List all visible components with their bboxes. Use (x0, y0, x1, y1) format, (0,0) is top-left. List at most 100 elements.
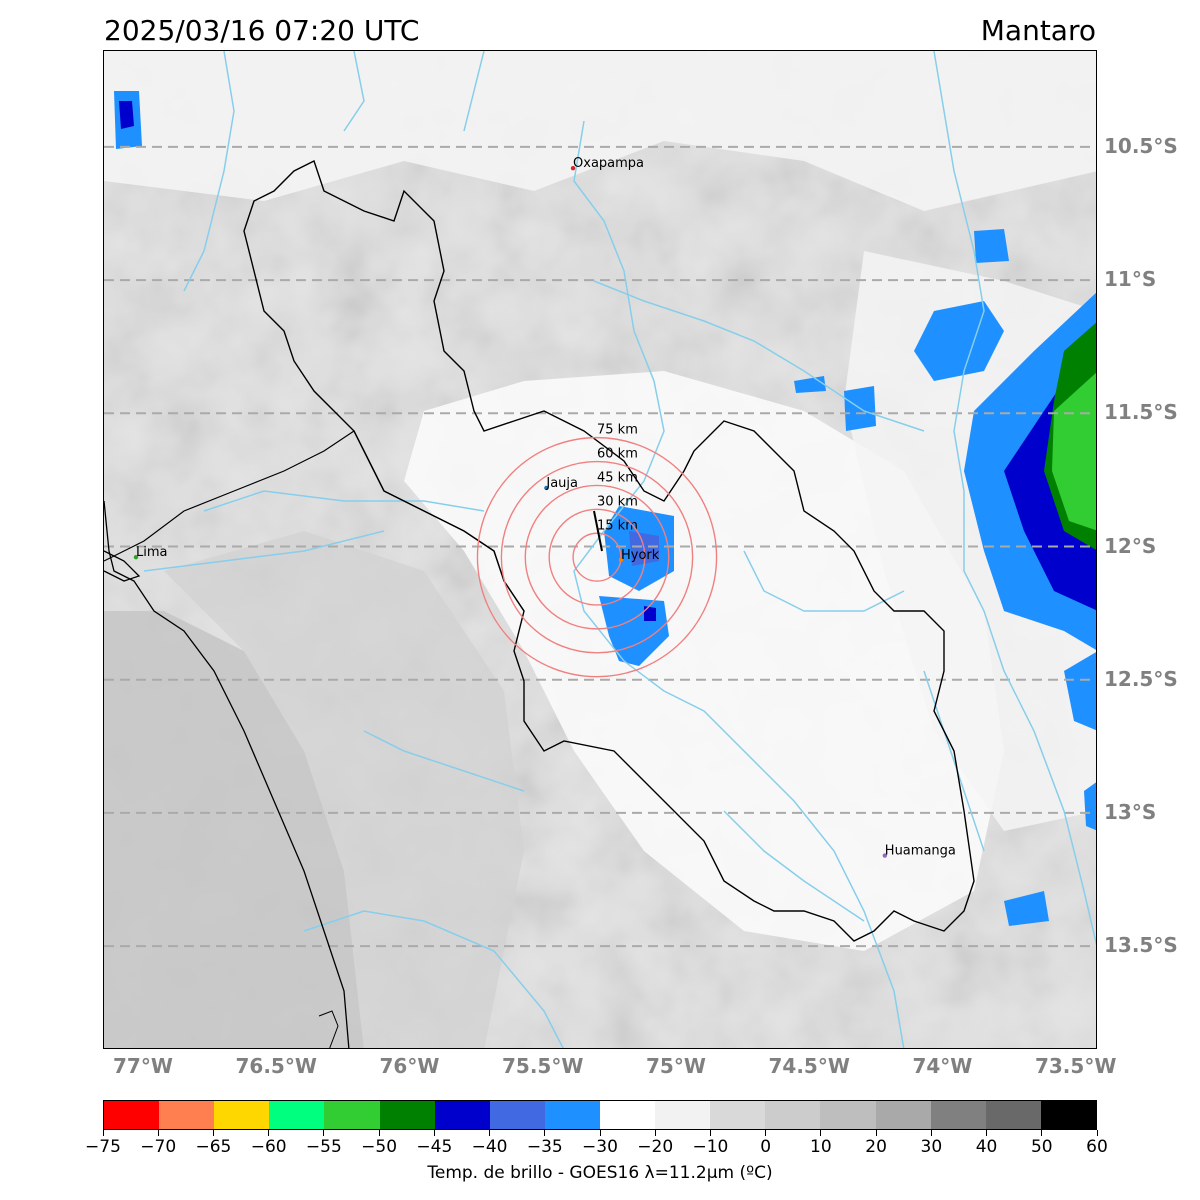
colorbar-tick-label: −70 (140, 1137, 177, 1157)
colorbar-tick-label: 10 (810, 1137, 832, 1157)
bright-region-north (104, 51, 1096, 211)
region-title: Mantaro (980, 14, 1096, 47)
colorbar-tick (930, 1130, 932, 1136)
colorbar-segment (269, 1101, 325, 1129)
colorbar-tick-label: −55 (305, 1137, 342, 1157)
lat-label: 13.5°S (1104, 933, 1178, 958)
colorbar-segment (159, 1101, 215, 1129)
colorbar-tick (268, 1130, 270, 1136)
city-label: Lima (136, 545, 167, 560)
colorbar-tick-label: −60 (250, 1137, 287, 1157)
dark-region-southwest (164, 531, 524, 1048)
colorbar-tick (433, 1130, 435, 1136)
range-ring (500, 460, 694, 654)
dark-region-coast (104, 611, 364, 1048)
colorbar-tick-label: −30 (582, 1137, 618, 1157)
satellite-map: 15 km 30 km 45 km 60 km 75 km Oxapampa Jauja H… (103, 50, 1097, 1049)
range-ring-label: 60 km (597, 447, 638, 462)
radar-range-rings: 15 km 30 km 45 km 60 km 75 km (476, 423, 718, 678)
colorbar-tick (102, 1130, 104, 1136)
colorbar-segment (599, 1101, 656, 1129)
lon-label: 75°W (645, 1054, 706, 1078)
colorbar-tick (489, 1130, 491, 1136)
lon-label: 75.5°W (502, 1054, 584, 1078)
colorbar-segment (655, 1101, 711, 1129)
lima-coast (104, 550, 141, 582)
colorbar-tick-label: 30 (920, 1137, 943, 1157)
colorbar-segment (930, 1101, 986, 1129)
colorbar-segment (875, 1101, 931, 1129)
colorbar-tick-label: 0 (760, 1137, 772, 1157)
range-ring (572, 532, 622, 582)
colorbar-tick-label: −10 (692, 1137, 729, 1157)
range-ring-label: 15 km (597, 518, 638, 533)
lat-label: 11°S (1104, 267, 1157, 292)
colorbar-tick-label: −35 (526, 1137, 563, 1157)
colorbar-tick-label: −75 (85, 1137, 121, 1157)
colorbar-tick (212, 1130, 214, 1136)
city-markers: Oxapampa Jauja Hyork Lima Huamanga (133, 156, 956, 859)
city-label: Hyork (621, 548, 660, 563)
lon-label: 76.5°W (235, 1054, 317, 1078)
city-dot (133, 554, 139, 560)
colorbar-tick (544, 1130, 546, 1136)
city-label: Huamanga (885, 844, 956, 859)
colorbar-tick-label: 60 (1086, 1137, 1108, 1157)
range-ring-label: 30 km (597, 494, 638, 509)
lon-label: 74°W (912, 1054, 973, 1078)
department-boundary (104, 430, 525, 612)
colorbar-segment (379, 1101, 435, 1129)
city-dot (618, 557, 624, 563)
map-canvas: 15 km 30 km 45 km 60 km 75 km Oxapampa Jauja H… (104, 51, 1096, 1048)
colorbar-segment (324, 1101, 380, 1129)
colorbar-tick (986, 1130, 988, 1136)
lon-label: 73.5°W (1034, 1054, 1117, 1078)
city-dot (882, 853, 888, 858)
lat-label: 13°S (1104, 799, 1157, 824)
range-ring (524, 484, 670, 630)
colorbar-segment (765, 1101, 821, 1129)
colorbar-segment (489, 1101, 545, 1129)
colorbar-segment (214, 1101, 270, 1129)
colorbar-tick-label: 50 (1030, 1137, 1053, 1157)
colorbar-tick-label: 40 (975, 1137, 998, 1157)
temperature-colorbar (103, 1100, 1097, 1130)
colorbar-segment (544, 1101, 600, 1129)
range-ring-label: 45 km (597, 470, 638, 485)
colorbar-tick-label: 20 (865, 1137, 887, 1157)
lat-label: 12°S (1104, 533, 1157, 558)
colorbar-segment (104, 1101, 160, 1129)
lat-label: 12.5°S (1104, 666, 1178, 691)
colorbar-tick (1096, 1130, 1098, 1136)
city-label: Jauja (545, 476, 578, 491)
colorbar-tick-label: −20 (637, 1137, 674, 1157)
convective-cells (114, 91, 1096, 926)
colorbar-tick (599, 1130, 601, 1136)
latitude-gridlines (104, 145, 1096, 948)
range-ring (476, 436, 718, 678)
range-ring-label: 75 km (597, 423, 638, 438)
colorbar-segment (820, 1101, 876, 1129)
colorbar-tick-label: −50 (361, 1137, 398, 1157)
colorbar-tick (378, 1130, 380, 1136)
lat-label: 11.5°S (1104, 400, 1178, 425)
colorbar-tick (765, 1130, 767, 1136)
datetime-title: 2025/03/16 07:20 UTC (104, 14, 420, 47)
colorbar-tick (709, 1130, 711, 1136)
city-dot (544, 485, 549, 491)
colorbar-segment (985, 1101, 1041, 1129)
colorbar-tick (820, 1130, 822, 1136)
range-ring (548, 508, 646, 606)
colorbar-segment (710, 1101, 766, 1129)
city-dot (570, 166, 576, 171)
colorbar-tick-label: −40 (471, 1137, 508, 1157)
lon-label: 76°W (379, 1054, 440, 1078)
radar-beam-line (593, 510, 603, 552)
city-label: Oxapampa (573, 156, 644, 171)
lon-label: 74.5°W (768, 1054, 850, 1078)
colorbar-segment (434, 1101, 490, 1129)
colorbar-tick (654, 1130, 656, 1136)
colorbar-tick-label: −45 (416, 1137, 453, 1157)
colorbar-tick (157, 1130, 159, 1136)
colorbar-title: Temp. de brillo - GOES16 λ=11.2μm (ºC) (427, 1163, 773, 1183)
